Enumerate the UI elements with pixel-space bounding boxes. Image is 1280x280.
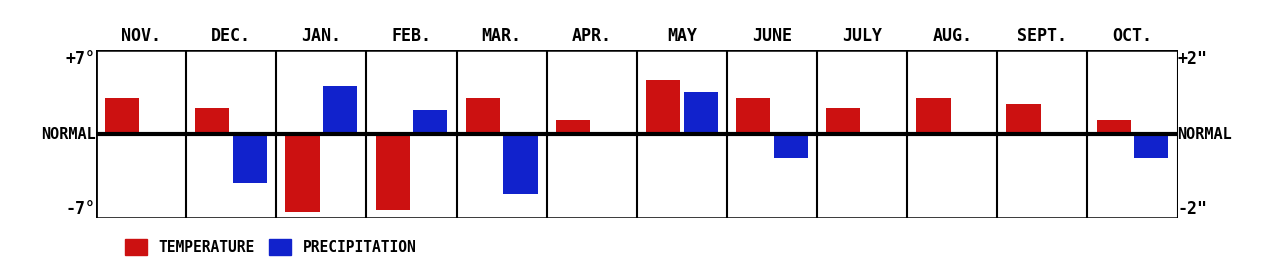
Bar [684, 92, 718, 134]
Bar [556, 120, 590, 134]
Text: -2": -2" [1178, 200, 1207, 218]
Bar [375, 134, 410, 210]
Bar [323, 86, 357, 134]
Text: +7°: +7° [67, 50, 96, 68]
Bar [233, 134, 268, 183]
Text: NORMAL: NORMAL [1178, 127, 1233, 142]
Bar [413, 111, 448, 134]
Text: NORMAL: NORMAL [41, 127, 96, 142]
Bar [196, 108, 229, 134]
Bar [1134, 134, 1169, 158]
Bar [773, 134, 808, 158]
Bar [285, 134, 320, 213]
Bar [736, 98, 771, 134]
Bar [466, 98, 500, 134]
Legend: TEMPERATURE, PRECIPITATION: TEMPERATURE, PRECIPITATION [125, 239, 416, 255]
Text: +2": +2" [1178, 50, 1207, 68]
Bar [503, 134, 538, 195]
Bar [1006, 104, 1041, 134]
Bar [916, 98, 951, 134]
Bar [105, 98, 140, 134]
Bar [1097, 120, 1130, 134]
Text: -7°: -7° [67, 200, 96, 218]
Bar [646, 80, 680, 134]
Bar [826, 108, 860, 134]
